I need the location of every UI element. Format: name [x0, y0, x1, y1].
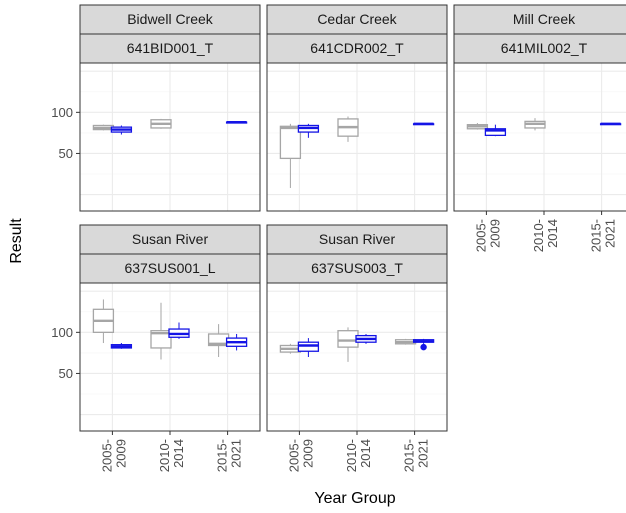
strip-top: [266, 224, 448, 255]
box-iqr: [279, 125, 302, 160]
x-tick-label-line: 2021: [416, 439, 431, 468]
strip-label-station: 641BID001_T: [127, 40, 214, 56]
x-tick-label-line: 2015-: [589, 219, 604, 252]
x-tick-label-line: 2010-: [531, 219, 546, 252]
strip-label-station: 637SUS001_L: [124, 260, 215, 276]
box-iqr: [150, 330, 172, 349]
x-tick-label: 2005-2009: [473, 219, 502, 252]
panel-border: [79, 62, 261, 212]
facet-panels: Bidwell Creek 641BID001_T 50 100 Cedar Creek…: [51, 4, 626, 472]
x-tick-label: 2010-2014: [157, 439, 186, 472]
box-iqr: [337, 330, 359, 348]
x-tick-label-line: 2021: [229, 439, 244, 468]
strip-top: [453, 4, 626, 35]
strip-label-site: Cedar Creek: [317, 11, 397, 27]
y-axis-title: Result: [8, 218, 25, 264]
x-tick-label: 2015-2021: [215, 439, 244, 472]
x-tick-label-line: 2009: [300, 439, 315, 468]
strip-top: [79, 224, 261, 255]
x-tick-label: 2015-2021: [589, 219, 618, 252]
x-tick-label-line: 2005-: [99, 439, 114, 472]
x-tick-label-line: 2015-: [402, 439, 417, 472]
strip-bottom: [79, 253, 261, 284]
x-tick-label-line: 2010-: [344, 439, 359, 472]
strip-label-station: 637SUS003_T: [311, 260, 403, 276]
box-iqr: [297, 341, 320, 352]
x-tick-label: 2010-2014: [344, 439, 373, 472]
x-tick-label-line: 2021: [603, 219, 618, 248]
strip-bottom: [266, 253, 448, 284]
strip-bottom: [266, 33, 448, 64]
x-tick-label-line: 2015-: [215, 439, 230, 472]
box-outlier: [420, 343, 427, 351]
plot-background: [454, 63, 626, 211]
strip-label-site: Susan River: [132, 231, 209, 247]
box-iqr: [484, 128, 507, 137]
x-tick-label-line: 2009: [487, 219, 502, 248]
strip-label-site: Mill Creek: [513, 11, 576, 27]
panel-border: [266, 62, 448, 212]
strip-label-station: 641CDR002_T: [310, 40, 404, 56]
y-tick-label: 100: [51, 105, 73, 120]
facet-panel: Susan River 637SUS003_T 2005-2009 2010-2014…: [266, 224, 448, 472]
facet-panel: Cedar Creek 641CDR002_T: [266, 4, 448, 212]
facet-panel: Susan River 637SUS001_L 50 100 2005-2009 2010…: [51, 224, 261, 472]
x-tick-label-line: 2010-: [157, 439, 172, 472]
strip-top: [79, 4, 261, 35]
x-tick-label-line: 2005-: [286, 439, 301, 472]
x-tick-label: 2010-2014: [531, 219, 560, 252]
x-axis-title: Year Group: [314, 490, 395, 507]
strip-label-site: Susan River: [319, 231, 396, 247]
y-tick-label: 50: [59, 366, 73, 381]
x-tick-label: 2005-2009: [286, 439, 315, 472]
strip-label-station: 641MIL002_T: [501, 40, 588, 56]
facet-panel: Bidwell Creek 641BID001_T 50 100: [51, 4, 261, 212]
x-tick-label-line: 2005-: [473, 219, 488, 252]
x-tick-label-line: 2009: [113, 439, 128, 468]
x-tick-label: 2005-2009: [99, 439, 128, 472]
strip-label-site: Bidwell Creek: [127, 11, 214, 27]
y-tick-label: 50: [59, 146, 73, 161]
x-tick-label-line: 2014: [545, 219, 560, 248]
strip-bottom: [79, 33, 261, 64]
x-tick-label: 2015-2021: [402, 439, 431, 472]
x-tick-label-line: 2014: [358, 439, 373, 468]
y-tick-label: 100: [51, 325, 73, 340]
x-tick-label-line: 2014: [171, 439, 186, 468]
